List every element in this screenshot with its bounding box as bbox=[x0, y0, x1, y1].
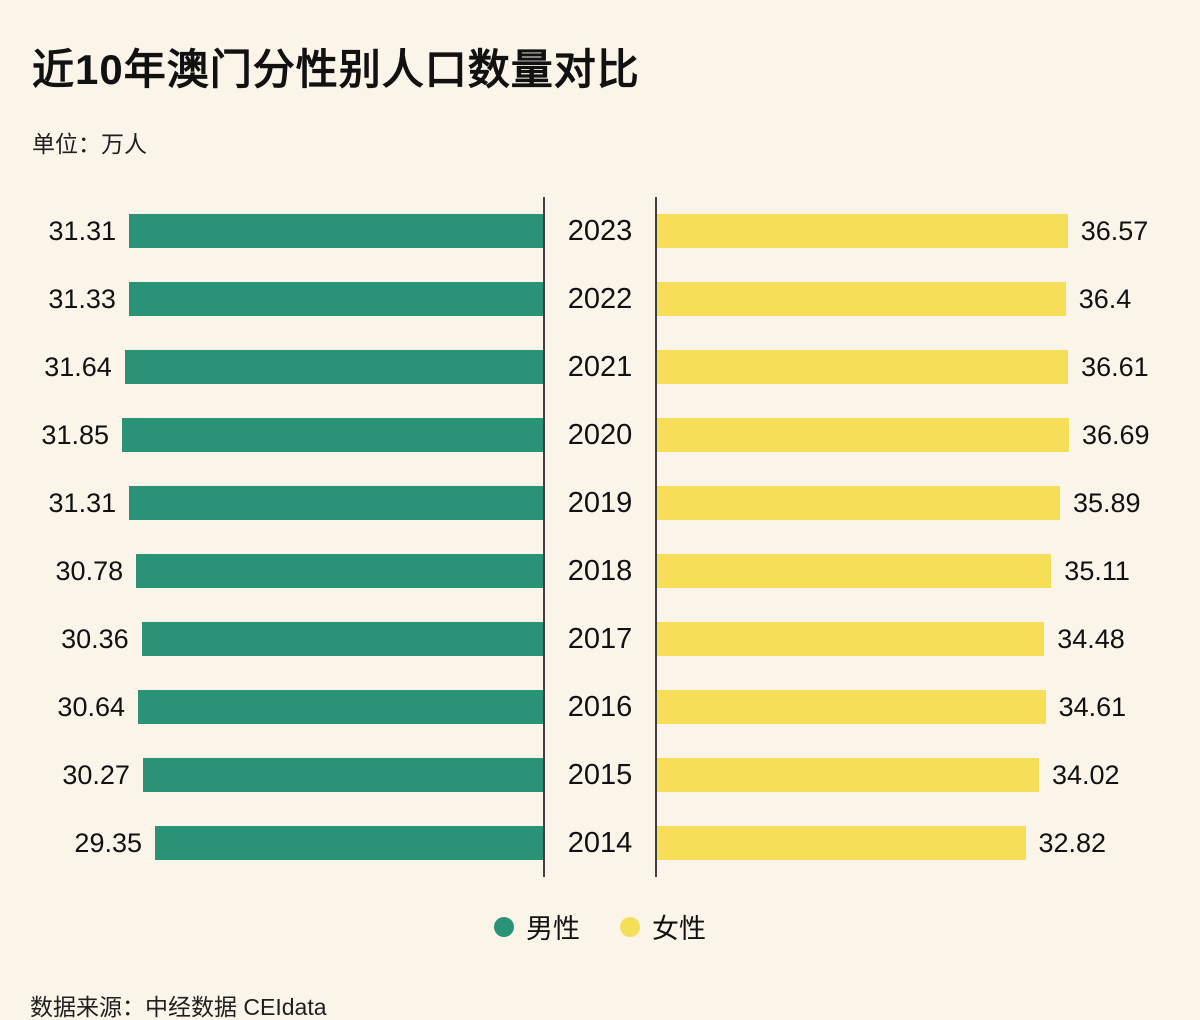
male-value-label: 31.31 bbox=[48, 487, 117, 518]
year-label: 2017 bbox=[543, 605, 657, 673]
chart-row: 31.31 2023 36.57 bbox=[0, 197, 1200, 265]
female-value-label: 36.57 bbox=[1080, 215, 1149, 246]
female-bar bbox=[657, 282, 1066, 316]
male-value-label: 30.78 bbox=[55, 555, 124, 586]
year-label: 2016 bbox=[543, 673, 657, 741]
chart-row: 29.35 2014 32.82 bbox=[0, 809, 1200, 877]
male-value-label: 29.35 bbox=[74, 827, 142, 858]
chart-row: 31.64 2021 36.61 bbox=[0, 333, 1200, 401]
bar-chart: 31.31 2023 36.57 31.33 2022 36.4 31.64 2021 36.6… bbox=[0, 197, 1200, 877]
female-bar-cell: 32.82 bbox=[657, 826, 1200, 860]
female-value-label: 34.61 bbox=[1058, 691, 1127, 722]
male-bar-cell: 30.64 bbox=[0, 690, 543, 724]
legend-label-female: 女性 bbox=[652, 914, 706, 944]
female-bar-cell: 36.61 bbox=[657, 350, 1200, 384]
chart-row: 30.64 2016 34.61 bbox=[0, 673, 1200, 741]
female-value-label: 35.89 bbox=[1073, 487, 1141, 518]
female-bar-cell: 34.02 bbox=[657, 758, 1200, 792]
female-value-label: 34.02 bbox=[1052, 759, 1120, 790]
female-bar-cell: 34.48 bbox=[657, 622, 1200, 656]
year-label: 2022 bbox=[543, 265, 657, 333]
male-bar-cell: 31.31 bbox=[0, 486, 543, 520]
chart-row: 31.33 2022 36.4 bbox=[0, 265, 1200, 333]
male-bar-cell: 30.78 bbox=[0, 554, 543, 588]
male-bar bbox=[155, 826, 543, 860]
male-legend-dot-icon bbox=[494, 916, 514, 937]
female-value-label: 36.4 bbox=[1078, 283, 1132, 314]
year-label: 2021 bbox=[543, 333, 657, 401]
female-legend-dot-icon bbox=[620, 916, 640, 937]
male-value-label: 30.27 bbox=[62, 759, 130, 790]
female-value-label: 32.82 bbox=[1038, 827, 1107, 858]
male-bar bbox=[138, 690, 543, 724]
female-value-label: 36.69 bbox=[1082, 419, 1150, 450]
chart-row: 30.78 2018 35.11 bbox=[0, 537, 1200, 605]
year-label: 2019 bbox=[543, 469, 657, 537]
chart-row: 30.27 2015 34.02 bbox=[0, 741, 1200, 809]
male-bar bbox=[129, 486, 543, 520]
female-bar-cell: 34.61 bbox=[657, 690, 1200, 724]
male-bar-cell: 30.36 bbox=[0, 622, 543, 656]
chart-row: 31.85 2020 36.69 bbox=[0, 401, 1200, 469]
year-label: 2023 bbox=[543, 197, 657, 265]
year-label: 2018 bbox=[543, 537, 657, 605]
female-bar-cell: 35.11 bbox=[657, 554, 1200, 588]
unit-label: 单位：万人 bbox=[32, 131, 147, 157]
legend-item-male: 男性 bbox=[494, 907, 580, 946]
year-label: 2014 bbox=[543, 809, 657, 877]
female-bar-cell: 36.4 bbox=[657, 282, 1200, 316]
male-bar bbox=[136, 554, 543, 588]
female-bar-cell: 35.89 bbox=[657, 486, 1200, 520]
female-bar bbox=[657, 826, 1026, 860]
legend: 男性 女性 bbox=[0, 907, 1200, 946]
female-bar bbox=[657, 622, 1045, 656]
female-bar-cell: 36.57 bbox=[657, 214, 1200, 248]
male-bar bbox=[124, 350, 543, 384]
female-bar bbox=[657, 214, 1068, 248]
male-bar-cell: 31.33 bbox=[0, 282, 543, 316]
male-bar-cell: 31.85 bbox=[0, 418, 543, 452]
female-bar bbox=[657, 350, 1069, 384]
year-label: 2015 bbox=[543, 741, 657, 809]
male-bar bbox=[129, 214, 543, 248]
female-bar bbox=[657, 418, 1069, 452]
male-bar-cell: 29.35 bbox=[0, 826, 543, 860]
female-bar bbox=[657, 554, 1052, 588]
female-bar bbox=[657, 690, 1046, 724]
male-bar bbox=[128, 282, 543, 316]
female-bar bbox=[657, 758, 1039, 792]
male-value-label: 31.64 bbox=[44, 351, 112, 382]
female-value-label: 35.11 bbox=[1064, 555, 1130, 586]
male-bar-cell: 31.31 bbox=[0, 214, 543, 248]
male-bar bbox=[142, 758, 543, 792]
female-bar bbox=[657, 486, 1060, 520]
male-bar bbox=[122, 418, 543, 452]
male-value-label: 30.64 bbox=[57, 691, 125, 722]
male-value-label: 31.33 bbox=[48, 283, 116, 314]
male-bar bbox=[141, 622, 543, 656]
legend-item-female: 女性 bbox=[620, 907, 706, 946]
male-bar-cell: 30.27 bbox=[0, 758, 543, 792]
male-value-label: 31.31 bbox=[48, 215, 117, 246]
chart-row: 31.31 2019 35.89 bbox=[0, 469, 1200, 537]
male-value-label: 30.36 bbox=[61, 623, 129, 654]
female-value-label: 34.48 bbox=[1057, 623, 1125, 654]
female-bar-cell: 36.69 bbox=[657, 418, 1200, 452]
legend-label-male: 男性 bbox=[526, 914, 580, 944]
data-source: 数据来源：中经数据 CEIdata bbox=[30, 994, 327, 1020]
page-title: 近10年澳门分性别人口数量对比 bbox=[32, 46, 640, 93]
male-bar-cell: 31.64 bbox=[0, 350, 543, 384]
chart-row: 30.36 2017 34.48 bbox=[0, 605, 1200, 673]
male-value-label: 31.85 bbox=[41, 419, 109, 450]
female-value-label: 36.61 bbox=[1081, 351, 1149, 382]
year-label: 2020 bbox=[543, 401, 657, 469]
